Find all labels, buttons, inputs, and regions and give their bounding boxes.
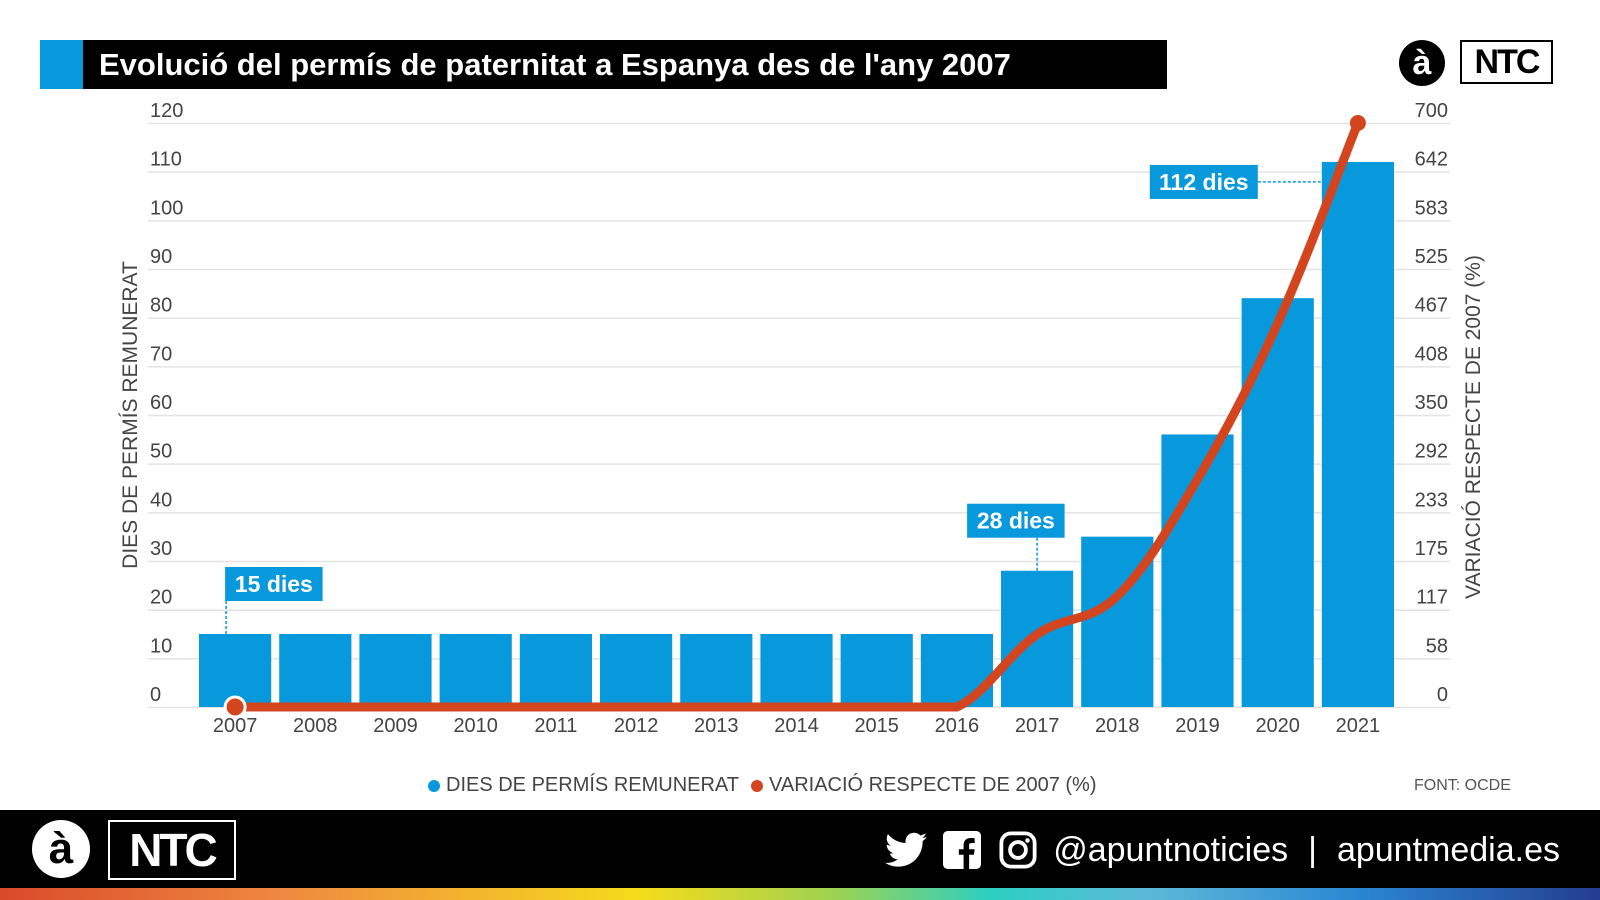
a-punt-logo-icon: à [1399,40,1445,86]
right-tick-label: 58 [1426,635,1448,657]
left-tick-label: 110 [150,149,182,171]
right-tick-label: 583 [1415,197,1448,219]
annotation-label: 15 dies [235,571,313,597]
instagram-icon[interactable] [997,829,1039,871]
x-axis-ticks: 2007 2008 2009 2010 2011 2012 2013 2014 2015 2016… [213,715,1380,737]
left-tick-label: 10 [150,635,172,657]
right-tick-label: 408 [1415,343,1448,365]
source-note: FONT: OCDE [1414,777,1511,794]
annotation-label: 112 dies [1159,169,1249,195]
bar [1241,298,1314,707]
footer-ntc-logo: NTC [108,820,236,880]
x-tick-label: 2016 [935,715,980,737]
right-tick-label: 350 [1415,392,1448,414]
bar [600,634,673,707]
bar [439,634,512,707]
facebook-icon[interactable] [941,829,983,871]
annotations: 15 dies 28 dies 112 dies [225,164,1322,634]
footer-a-punt-logo-icon: à [32,820,90,878]
right-axis-label: VARIACIÓ RESPECTE DE 2007 (%) [1462,255,1485,599]
footer-bar [0,810,1600,888]
bar [840,634,913,707]
bars [199,161,1394,707]
ntc-logo: NTC [1460,40,1553,84]
footer-separator: | [1308,830,1317,869]
right-tick-label: 700 [1415,100,1448,122]
x-tick-label: 2010 [453,715,498,737]
bar [359,634,432,707]
x-tick-label: 2007 [213,715,258,737]
legend-line-label: VARIACIÓ RESPECTE DE 2007 (%) [769,774,1097,796]
left-tick-label: 50 [150,441,172,463]
left-tick-label: 60 [150,392,172,414]
right-axis-ticks: 0 58 117 175 233 292 350 408 467 525 583 642 700 [1415,100,1448,706]
x-tick-label: 2013 [694,715,739,737]
left-tick-label: 90 [150,246,172,268]
left-tick-label: 80 [150,295,172,317]
x-tick-label: 2012 [614,715,659,737]
right-tick-label: 642 [1415,149,1448,171]
x-tick-label: 2014 [774,715,819,737]
legend: DIES DE PERMÍS REMUNERAT VARIACIÓ RESPEC… [428,774,1097,797]
line-start-marker [223,695,247,719]
x-tick-label: 2019 [1175,715,1220,737]
x-tick-label: 2017 [1015,715,1060,737]
right-tick-label: 467 [1415,295,1448,317]
annotation-box [1149,164,1258,199]
legend-line-swatch [751,779,763,792]
title-accent-bar [40,40,83,89]
twitter-icon[interactable] [885,829,928,871]
rainbow-stripe [0,888,1600,900]
left-tick-label: 0 [150,684,161,706]
right-tick-label: 292 [1415,441,1448,463]
variation-line-path [230,118,1363,712]
line-end-marker [1349,115,1366,131]
variation-line [223,115,1366,719]
annotation-box [967,503,1065,538]
x-tick-label: 2009 [373,715,418,737]
right-tick-label: 233 [1415,489,1448,511]
x-tick-label: 2008 [293,715,338,737]
left-tick-label: 120 [150,100,183,122]
x-tick-label: 2015 [854,715,899,737]
right-tick-label: 0 [1437,684,1448,706]
bar [920,634,993,707]
bar [760,634,833,707]
social-links: @apuntnoticies | apuntmedia.es [885,818,1560,882]
social-handle[interactable]: @apuntnoticies [1053,830,1289,869]
chart: 0 10 20 30 40 50 60 70 80 90 100 110 120 0 58 117 175 23… [119,100,1485,737]
left-axis-label: DIES DE PERMÍS REMUNERAT [119,261,142,569]
bar [199,634,272,707]
left-tick-label: 40 [150,489,172,511]
chart-title: Evolució del permís de paternitat a Espa… [83,40,1167,89]
website-link[interactable]: apuntmedia.es [1336,830,1560,869]
left-tick-label: 100 [150,197,183,219]
x-tick-label: 2021 [1336,715,1381,737]
bar [519,634,592,707]
left-tick-label: 30 [150,538,172,560]
legend-bar-swatch [428,779,440,792]
right-tick-label: 117 [1416,587,1448,609]
left-tick-label: 70 [150,343,172,365]
annotation-label: 28 dies [977,508,1055,534]
legend-bar-label: DIES DE PERMÍS REMUNERAT [446,774,739,796]
x-tick-label: 2020 [1255,715,1300,737]
left-tick-label: 20 [150,587,172,609]
bar [680,634,753,707]
right-tick-label: 525 [1415,246,1448,268]
bar [279,634,352,707]
x-tick-label: 2011 [534,715,577,737]
right-tick-label: 175 [1415,538,1448,560]
bar [1321,161,1394,707]
annotation-box [225,567,323,601]
x-tick-label: 2018 [1095,715,1140,737]
left-axis-ticks: 0 10 20 30 40 50 60 70 80 90 100 110 120 [150,100,183,706]
